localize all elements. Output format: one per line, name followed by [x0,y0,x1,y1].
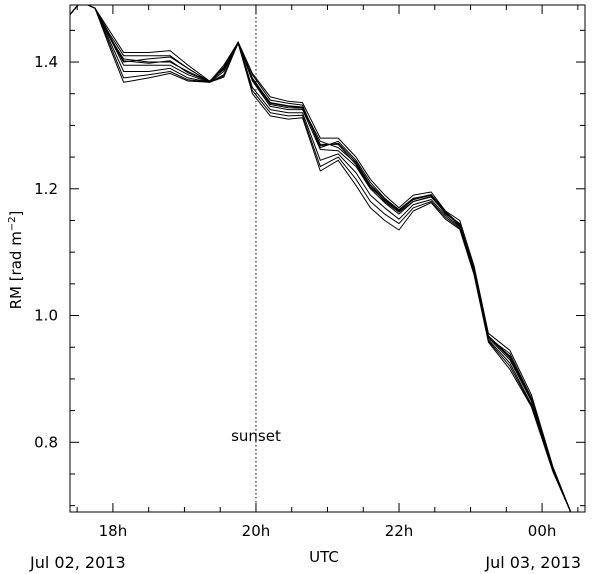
y-tick-label: 1.4 [34,53,58,71]
y-axis-label-exponent: −2 [7,216,18,231]
y-axis-label: RM [rad m−2] [7,211,25,310]
y-axis-label-main: RM [rad m [7,231,25,309]
x-tick-label: 22h [385,522,414,540]
y-tick-labels: 0.8 1.0 1.2 1.4 [34,53,58,451]
x-tick-label: 18h [99,522,128,540]
date-label-left: Jul 02, 2013 [29,553,126,572]
y-tick-label: 1.2 [34,180,58,198]
series-line-7 [70,5,585,512]
series-line-9 [70,5,585,512]
series-lines [70,5,585,512]
series-line-3 [70,5,585,512]
date-label-right: Jul 03, 2013 [484,553,581,572]
y-axis-label-close: ] [7,211,25,217]
x-tick-label: 20h [242,522,271,540]
annotation-sunset: sunset [231,427,281,445]
x-tick-label: 00h [528,522,557,540]
x-axis-label: UTC [309,548,339,566]
axis-ticks [70,5,585,512]
plot-frame [69,4,586,513]
y-tick-label: 1.0 [34,307,58,325]
svg-text:RM [rad m−2]: RM [rad m−2] [7,211,25,310]
y-tick-label: 0.8 [34,433,58,451]
x-tick-labels: 18h 20h 22h 00h [99,522,557,540]
